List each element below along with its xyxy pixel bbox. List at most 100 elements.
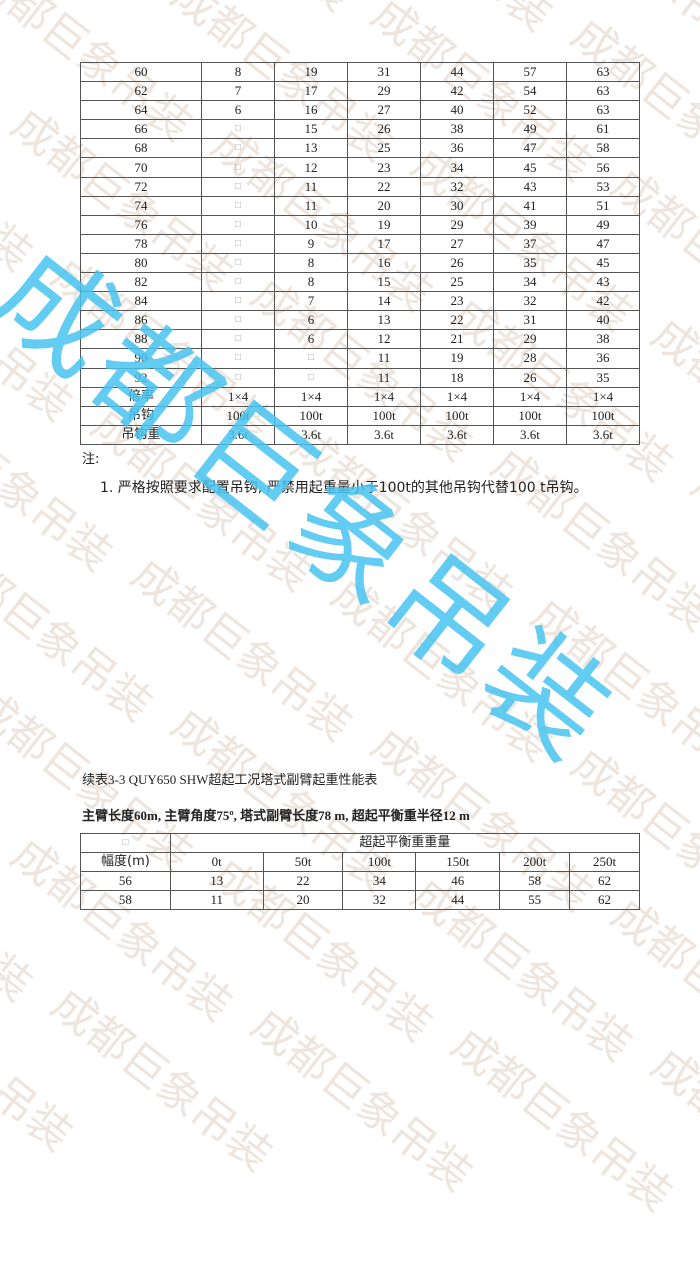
- row-label-cell: 60: [79, 61, 203, 83]
- row-label-cell: 56: [80, 871, 171, 891]
- table-cell: 8: [274, 272, 349, 293]
- table-cell: 42: [420, 81, 494, 102]
- table-cell: □: [201, 348, 276, 369]
- table-row: 58 11 20 32 44 55 62: [80, 890, 640, 910]
- table-row: 76 □ 10 19 29 39 49: [79, 214, 641, 235]
- watermark-tile: 成都巨象吊装: [681, 458, 700, 662]
- table-cell: □: [201, 195, 276, 216]
- table-row: 60 8 19 31 44 57 63: [79, 61, 641, 83]
- table-cell: 39: [493, 214, 567, 235]
- watermark-tile: 成都巨象吊装: [121, 0, 368, 23]
- radius-header: 幅度(m): [80, 852, 171, 872]
- table-cell: 3.6t: [274, 424, 349, 445]
- table-cell: 42: [565, 291, 641, 312]
- watermark-tile: 成都巨象吊装: [121, 548, 362, 752]
- table-row: 80 □ 8 16 26 35 45: [79, 252, 641, 274]
- note-item-1: 1. 严格按照要求配置吊钩, 严禁用起重量小于100t的其他吊钩代替100 t吊…: [100, 480, 588, 496]
- row-label-cell: 64: [79, 100, 203, 121]
- watermark-tile: 成都巨象吊装: [321, 568, 562, 772]
- load-table-continued: 60 8 19 31 44 57 63 62 7 17 29 42 54 63 64 6 16 27 40 52 63 6…: [79, 61, 641, 445]
- table-cell: 37: [493, 233, 567, 254]
- table-cell: 100t: [565, 405, 641, 426]
- table-cell: 27: [347, 100, 422, 121]
- table-cell: 61: [565, 119, 641, 140]
- table-row: 78 □ 9 17 27 37 47: [79, 233, 641, 254]
- table-cell: 54: [493, 81, 567, 102]
- table-cell: 51: [565, 195, 641, 216]
- table-cell: 11: [347, 348, 422, 369]
- table-cell: 23: [347, 157, 422, 178]
- table-footer-row: 倍率 1×4 1×4 1×4 1×4 1×4 1×4: [79, 386, 641, 407]
- table-cell: 26: [493, 367, 567, 388]
- watermark-tile: 成都巨象吊装: [41, 978, 282, 1182]
- row-label-cell: 72: [79, 176, 203, 197]
- table-cell: □: [274, 367, 349, 388]
- watermark-tile: 成都巨象吊装: [441, 1018, 682, 1222]
- table-cell: 45: [493, 157, 567, 178]
- watermark-tile: 成都巨象吊装: [0, 228, 82, 432]
- watermark-tile: 成都巨象吊装: [0, 78, 42, 282]
- table-cell: 1×4: [274, 386, 349, 407]
- table-cell: 49: [493, 119, 567, 140]
- table-cell: 58: [499, 871, 571, 891]
- table-cell: 3.6t: [565, 424, 641, 445]
- table-cell: □: [201, 119, 276, 140]
- table-cell: □: [201, 138, 276, 159]
- row-label-cell: 84: [79, 291, 203, 312]
- table-cell: 32: [420, 176, 494, 197]
- table-cell: 30: [420, 195, 494, 216]
- table-cell: 1×4: [201, 386, 276, 407]
- table-cell: 6: [274, 329, 349, 350]
- watermark-tile: 成都巨象吊装: [481, 438, 700, 642]
- table-row: 86 □ 6 13 22 31 40: [79, 310, 641, 331]
- table-cell: 19: [274, 61, 349, 83]
- table-cell: 28: [493, 348, 567, 369]
- table-cell: □: [201, 291, 276, 312]
- table-cell: 26: [347, 119, 422, 140]
- table-cell: 40: [565, 310, 641, 331]
- table-cell: 22: [420, 310, 494, 331]
- table-cell: 29: [420, 214, 494, 235]
- table-header-row: □ 超起平衡重重量: [80, 833, 641, 853]
- table-cell: 36: [420, 138, 494, 159]
- watermark-tile: 成都巨象吊装: [641, 1038, 700, 1242]
- table-cell: 44: [420, 61, 494, 83]
- column-header: 0t: [169, 852, 264, 872]
- row-label-cell: 倍率: [79, 386, 203, 407]
- table-cell: 6: [274, 310, 349, 331]
- table-cell: 35: [493, 252, 567, 274]
- column-header: 200t: [499, 852, 571, 872]
- table-subtitle: 主臂长度60m, 主臂角度75º, 塔式副臂长度78 m, 超起平衡重半径12 …: [82, 808, 470, 823]
- table-cell: 55: [499, 890, 571, 910]
- table-cell: 6: [201, 100, 276, 121]
- group-header: 超起平衡重重量: [169, 833, 641, 853]
- table-cell: 14: [347, 291, 422, 312]
- table-cell: 38: [565, 329, 641, 350]
- column-header: 100t: [342, 852, 417, 872]
- column-header: 250t: [569, 852, 640, 872]
- table-cell: 41: [493, 195, 567, 216]
- table-cell: □: [201, 367, 276, 388]
- table-cell: 17: [347, 233, 422, 254]
- table-cell: 36: [565, 348, 641, 369]
- table-cell: 31: [493, 310, 567, 331]
- table-footer-row: 吊钩重 3.6t 3.6t 3.6t 3.6t 3.6t 3.6t: [79, 424, 641, 445]
- table-cell: 32: [493, 291, 567, 312]
- table-cell: 7: [201, 81, 276, 102]
- row-label-cell: 66: [79, 119, 203, 140]
- table-cell: 11: [274, 176, 349, 197]
- table-cell: 34: [420, 157, 494, 178]
- table-cell: 100t: [493, 405, 567, 426]
- table-cell: 8: [274, 252, 349, 274]
- row-label-cell: 88: [79, 329, 203, 350]
- table-cell: 63: [565, 61, 641, 83]
- column-header: 150t: [415, 852, 501, 872]
- watermark-tile: 成都巨象吊装: [0, 0, 168, 3]
- watermark-tile: 成都巨象吊装: [0, 650, 8, 863]
- table-cell: □: [201, 214, 276, 235]
- table-cell: 1×4: [420, 386, 494, 407]
- row-label-cell: 62: [79, 81, 203, 102]
- table-cell: 56: [565, 157, 641, 178]
- table-row: 90 □ □ 11 19 28 36: [79, 348, 641, 369]
- table-row: 74 □ 11 20 30 41 51: [79, 195, 641, 216]
